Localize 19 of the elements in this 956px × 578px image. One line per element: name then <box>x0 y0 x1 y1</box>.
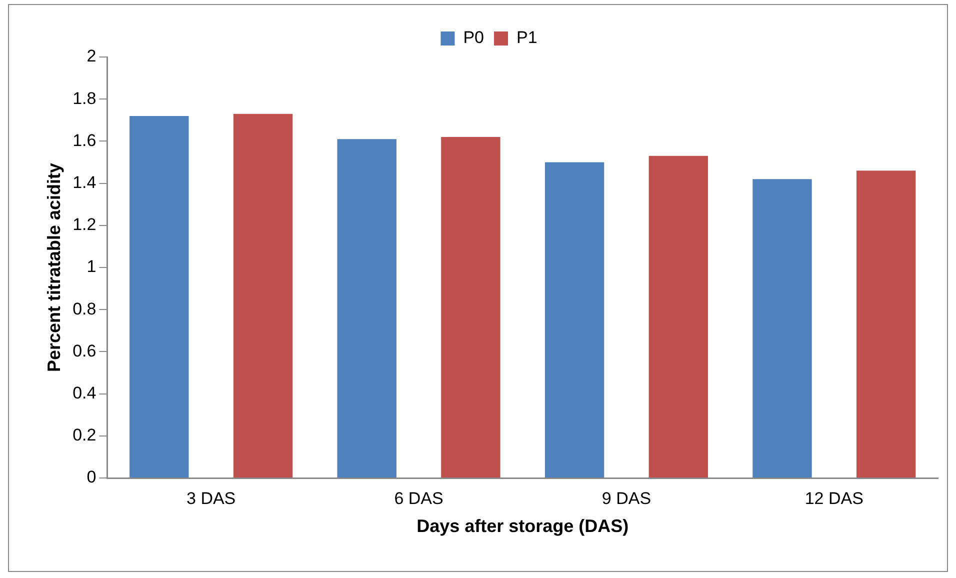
y-tick-label: 0.6 <box>72 341 96 360</box>
x-tick-label: 6 DAS <box>394 488 444 508</box>
x-axis-title: Days after storage (DAS) <box>416 516 629 536</box>
y-tick-label: 1.8 <box>72 88 96 108</box>
legend-label: P1 <box>516 28 538 48</box>
y-axis-title: Percent titratable acidity <box>44 162 64 372</box>
x-tick-label: 9 DAS <box>602 488 652 508</box>
y-tick-label: 0.4 <box>72 383 96 402</box>
y-tick-label: 1.4 <box>72 172 96 192</box>
y-tick-label: 1.6 <box>72 130 96 150</box>
y-tick-label: 1.2 <box>72 215 96 234</box>
y-tick-label: 0 <box>86 468 96 487</box>
x-tick-label: 12 DAS <box>804 488 864 508</box>
legend-label: P0 <box>463 28 484 48</box>
y-tick-label: 2 <box>86 46 96 66</box>
x-tick-label: 3 DAS <box>186 488 236 508</box>
y-tick-label: 1 <box>86 257 96 276</box>
y-tick-label: 0.8 <box>72 299 96 318</box>
y-tick-label: 0.2 <box>72 426 96 445</box>
